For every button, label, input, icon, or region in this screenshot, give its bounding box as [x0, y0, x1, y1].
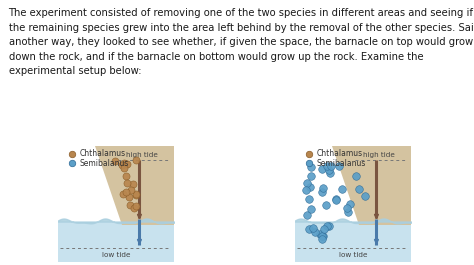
Point	[132, 158, 140, 162]
Point	[319, 190, 326, 194]
Point	[362, 194, 369, 198]
Point	[325, 168, 333, 173]
Point	[126, 203, 134, 207]
Text: Chthalamus: Chthalamus	[317, 149, 363, 158]
Point	[336, 164, 343, 168]
Text: low tide: low tide	[339, 253, 367, 258]
Point	[303, 213, 311, 217]
Text: Semibalanus: Semibalanus	[80, 159, 129, 168]
Point	[123, 180, 130, 185]
Point	[346, 202, 354, 206]
Point	[343, 206, 351, 210]
Point	[318, 167, 326, 171]
Point	[327, 164, 335, 168]
Point	[308, 207, 315, 211]
Point	[130, 206, 137, 210]
Point	[322, 203, 329, 207]
Point	[319, 237, 326, 241]
Point	[344, 210, 351, 214]
Text: high tide: high tide	[126, 152, 158, 158]
Text: Chthalamus: Chthalamus	[80, 149, 126, 158]
Point	[319, 186, 327, 190]
Point	[303, 188, 310, 192]
Point	[326, 224, 333, 228]
Point	[129, 182, 137, 186]
Point	[132, 192, 139, 197]
Point	[128, 188, 135, 192]
Point	[119, 191, 127, 196]
Text: high tide: high tide	[363, 152, 395, 158]
Point	[327, 171, 334, 176]
Point	[332, 198, 340, 202]
Point	[319, 234, 327, 238]
Point	[133, 192, 140, 196]
Polygon shape	[58, 222, 174, 262]
Point	[311, 230, 319, 235]
Text: down the rock, and if the barnacle on bottom would grow up the rock. Examine the: down the rock, and if the barnacle on bo…	[9, 52, 423, 62]
Point	[132, 204, 139, 208]
Point	[123, 162, 130, 166]
Point	[353, 174, 360, 178]
Point	[307, 165, 314, 169]
Text: low tide: low tide	[102, 253, 130, 258]
Polygon shape	[332, 146, 411, 225]
Point	[123, 162, 130, 166]
Polygon shape	[295, 222, 411, 262]
Point	[317, 232, 324, 236]
Point	[305, 197, 312, 201]
Point	[324, 164, 331, 168]
Point	[111, 159, 119, 164]
Text: Semibalanus: Semibalanus	[317, 159, 366, 168]
Point	[118, 163, 126, 167]
Point	[68, 152, 76, 156]
Point	[307, 174, 315, 178]
Text: experimental setup below:: experimental setup below:	[9, 66, 141, 76]
Point	[332, 197, 339, 202]
Polygon shape	[95, 146, 174, 225]
Point	[120, 166, 128, 170]
Point	[305, 152, 313, 156]
Text: the remaining species grew into the area left behind by the removal of the other: the remaining species grew into the area…	[9, 23, 474, 33]
Point	[122, 190, 130, 194]
Point	[303, 181, 311, 185]
Point	[319, 234, 326, 238]
Text: The experiment consisted of removing one of the two species in different areas a: The experiment consisted of removing one…	[9, 8, 474, 18]
Point	[126, 195, 133, 199]
Point	[338, 187, 346, 191]
Point	[320, 227, 328, 231]
Point	[305, 161, 313, 165]
Point	[120, 161, 128, 165]
Point	[123, 174, 130, 178]
Point	[309, 226, 317, 230]
Point	[323, 223, 331, 228]
Point	[305, 227, 312, 231]
Point	[68, 161, 76, 165]
Point	[307, 185, 314, 189]
Point	[356, 187, 363, 192]
Text: another way, they looked to see whether, if given the space, the barnacle on top: another way, they looked to see whether,…	[9, 37, 473, 47]
